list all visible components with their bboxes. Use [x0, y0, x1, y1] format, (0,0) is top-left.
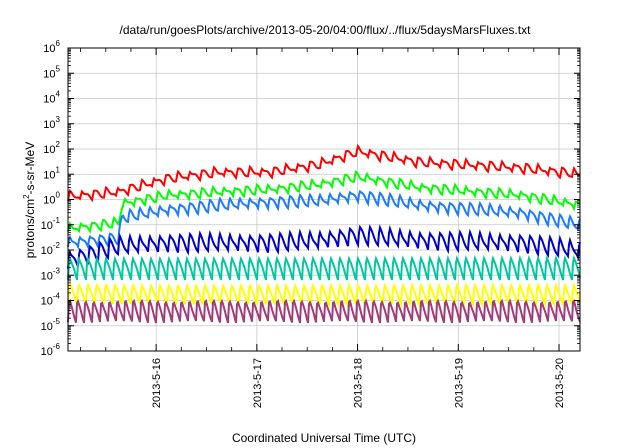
series-line-6	[67, 282, 581, 309]
y-tick-label: 10-1	[41, 216, 61, 232]
y-tick-exp: 2	[56, 140, 61, 149]
y-tick-base: 10	[41, 346, 53, 358]
y-tick-label: 104	[43, 90, 60, 106]
y-tick-exp: -4	[53, 292, 61, 301]
y-tick-exp: -5	[53, 317, 61, 326]
y-tick-label: 10-4	[41, 292, 61, 308]
y-tick-exp: 4	[56, 90, 61, 99]
y-tick-label: 10-2	[41, 241, 61, 257]
y-tick-label: 10-3	[41, 266, 61, 282]
y-tick-label: 103	[43, 115, 60, 131]
y-tick-label: 10-6	[41, 342, 61, 358]
y-tick-label: 102	[43, 140, 60, 156]
chart-title: /data/run/goesPlots/archive/2013-05-20/0…	[120, 23, 532, 37]
y-tick-base: 10	[43, 94, 55, 106]
y-tick-exp: -2	[53, 241, 61, 250]
series-line-4	[67, 224, 581, 269]
y-tick-exp: -3	[53, 266, 61, 275]
x-axis: 2013-5-16 2013-5-17 2013-5-18 2013-5-19 2013…	[80, 48, 566, 408]
y-tick-exp: 6	[56, 39, 61, 48]
y-tick-base: 10	[43, 195, 55, 207]
y-tick-label: 100	[43, 191, 60, 207]
y-tick-exp: 0	[56, 191, 61, 200]
y-tick-exp: -6	[53, 342, 61, 351]
y-axis-label-part2: -s-sr-MeV	[23, 142, 37, 195]
y-tick-exp: -1	[53, 216, 61, 225]
series-line-3	[67, 189, 581, 251]
y-tick-label: 10-5	[41, 317, 61, 333]
x-tick-label: 2013-5-17	[252, 358, 264, 408]
y-tick-base: 10	[43, 144, 55, 156]
x-axis-label: Coordinated Universal Time (UTC)	[232, 431, 416, 445]
y-tick-base: 10	[43, 119, 55, 131]
y-tick-base: 10	[43, 43, 55, 55]
y-tick-base: 10	[41, 220, 53, 232]
y-tick-label: 105	[43, 64, 60, 80]
y-tick-base: 10	[41, 296, 53, 308]
series-line-7	[67, 298, 581, 324]
y-tick-base: 10	[41, 321, 53, 333]
series-group	[67, 143, 581, 324]
y-tick-base: 10	[41, 245, 53, 257]
series-line-2	[67, 169, 581, 234]
y-tick-label: 101	[43, 165, 60, 181]
y-tick-exp: 5	[56, 64, 61, 73]
series-line-5	[67, 254, 581, 281]
x-tick-label: 2013-5-16	[151, 358, 163, 408]
y-tick-label: 106	[43, 39, 60, 55]
series-line-1	[67, 143, 581, 203]
x-tick-label: 2013-5-19	[453, 358, 465, 408]
x-tick-label: 2013-5-20	[554, 358, 566, 408]
y-axis-label-sup: 2	[22, 194, 31, 199]
y-tick-base: 10	[43, 169, 55, 181]
y-tick-exp: 3	[56, 115, 61, 124]
y-axis-label-part1: protons/cm	[23, 199, 37, 258]
y-tick-exp: 1	[56, 165, 61, 174]
y-axis-label: protons/cm2-s-sr-MeV	[22, 142, 37, 258]
y-axis: 10-610-510-410-310-210-11001011021031041…	[41, 39, 580, 358]
y-tick-base: 10	[41, 270, 53, 282]
y-tick-base: 10	[43, 68, 55, 80]
x-tick-label: 2013-5-18	[353, 358, 365, 408]
